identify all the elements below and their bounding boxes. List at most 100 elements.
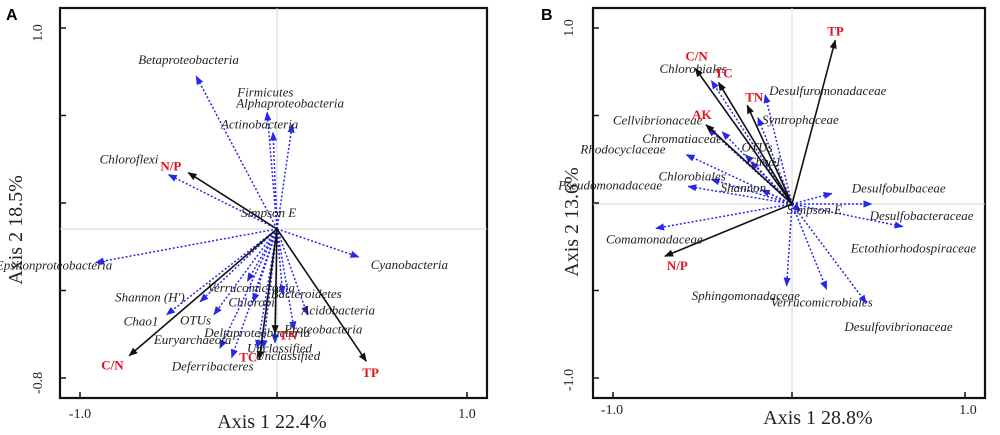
species-label: Desulfuromonadaceae (768, 83, 886, 98)
species-arrow (760, 189, 793, 205)
species-label: Betaproteobacteria (138, 52, 239, 67)
env-arrow (276, 228, 367, 362)
species-label: Verrucomicrobia (207, 280, 295, 295)
species-label: Comamonadaceae (606, 231, 703, 246)
species-arrow (195, 75, 278, 230)
species-arrow (276, 228, 297, 331)
env-label: N/P (667, 258, 688, 273)
species-label: Desulfovibrionaceae (843, 319, 953, 334)
env-arrow (271, 228, 279, 335)
species-label: Shannon (H') (115, 290, 185, 305)
env-label: TP (827, 23, 844, 38)
env-label: TN (279, 327, 298, 342)
species-arrow (685, 154, 793, 205)
species-label: Acidobacteria (300, 303, 375, 318)
env-label: N/P (160, 159, 181, 174)
species-arrow (791, 192, 833, 205)
species-arrow (687, 184, 793, 205)
species-arrow (763, 94, 793, 205)
y-axis-title: Axis 2 18.5% (5, 175, 27, 284)
env-label: AK (692, 107, 712, 122)
env-arrow (717, 81, 793, 205)
species-arrow (213, 228, 278, 316)
species-arrow (276, 228, 309, 316)
env-arrow (256, 228, 278, 361)
y-axis-title: Axis 2 13.6% (561, 167, 583, 276)
env-arrow (705, 124, 793, 205)
species-label: Syntrophaceae (762, 112, 839, 127)
species-label: Chlorobiales (659, 61, 726, 76)
env-arrow (187, 172, 278, 230)
x-tick-label-max: 1.0 (458, 407, 476, 422)
species-label: Cyanobacteria (371, 257, 449, 272)
y-tick-label-min: -0.8 (31, 372, 46, 394)
panel-label: B (541, 7, 553, 24)
env-label: TN (745, 89, 764, 104)
species-arrow (276, 228, 360, 258)
species-label: Chao1 (124, 314, 159, 329)
species-label: Pseudomonadaceae (557, 177, 662, 192)
env-label: TP (362, 365, 379, 380)
species-arrow (94, 228, 278, 265)
species-arrow (264, 111, 278, 230)
species-label: Desulfobacteraceae (869, 208, 974, 223)
species-label: Rhodocyclaceae (579, 142, 665, 157)
y-tick-label-max: 1.0 (31, 24, 46, 42)
species-label: Simpson E (787, 202, 842, 217)
x-tick-label-min: -1.0 (69, 407, 91, 422)
species-label: Chlorobiales (658, 168, 725, 183)
species-arrow (276, 228, 286, 296)
species-label: OTUs (180, 313, 211, 328)
x-axis-title: Axis 1 22.4% (217, 411, 326, 433)
env-arrow (694, 67, 793, 205)
species-arrow (783, 203, 793, 287)
species-label: Desulfobulbaceae (851, 180, 946, 195)
species-arrow (167, 174, 278, 230)
species-label: Deferribacteres (171, 359, 254, 374)
x-tick-label-max: 1.0 (959, 403, 977, 418)
env-label: C/N (101, 358, 124, 373)
species-arrow (791, 203, 867, 304)
species-arrow (165, 228, 278, 316)
panel-label: A (6, 7, 18, 24)
env-label: TC (239, 349, 257, 364)
center-label: Simpson E (241, 205, 296, 220)
y-tick-label-min: -1.0 (562, 369, 577, 391)
species-label: Verrucomicrobiales (771, 294, 873, 309)
species-arrow (655, 203, 793, 231)
env-label: TC (715, 66, 733, 81)
x-axis-title: Axis 1 28.8% (763, 407, 872, 429)
species-arrow (791, 203, 828, 291)
env-arrow (664, 203, 793, 257)
species-label: Unclassified (255, 348, 320, 363)
env-label: C/N (685, 48, 708, 63)
species-arrow (199, 228, 278, 303)
env-arrow (746, 104, 793, 205)
species-arrow (757, 116, 793, 205)
species-label: Firmicutes (236, 84, 293, 99)
species-label: Alphaproteobacteria (235, 95, 344, 110)
species-label: Deltaproteobacteria (203, 325, 310, 340)
species-arrow (791, 203, 904, 229)
species-label: Chao1 (747, 154, 782, 169)
x-tick-label-min: -1.0 (601, 403, 623, 418)
species-label: Cellvibrionaceae (613, 112, 703, 127)
species-label: Sphingomonadaceae (692, 288, 801, 303)
panel-b: -1.0 1.0 1.0 -1.0 Axis 1 28.8% Axis 2 13.6% B D… (541, 6, 987, 429)
y-tick-label-max: 1.0 (562, 19, 577, 37)
species-label: Actinobacteria (220, 117, 299, 132)
species-label: Chloroflexi (100, 152, 159, 167)
species-arrow (276, 123, 295, 230)
panel-a: -1.0 1.0 1.0 -0.8 Axis 1 22.4% Axis 2 18.5% A B… (0, 6, 489, 433)
species-label: Euryarchaeota (153, 332, 232, 347)
species-arrow (230, 228, 278, 359)
species-label: Shannon (721, 180, 767, 195)
species-label: Epsilonproteobacteria (0, 258, 113, 273)
species-label: Bacteroidetes (271, 286, 342, 301)
env-arrow (128, 228, 278, 357)
species-arrow (710, 80, 793, 205)
species-label: Ectothiorhodospiraceae (850, 241, 977, 256)
species-label: Chromatiaceae (642, 131, 722, 146)
env-arrow (791, 39, 837, 205)
